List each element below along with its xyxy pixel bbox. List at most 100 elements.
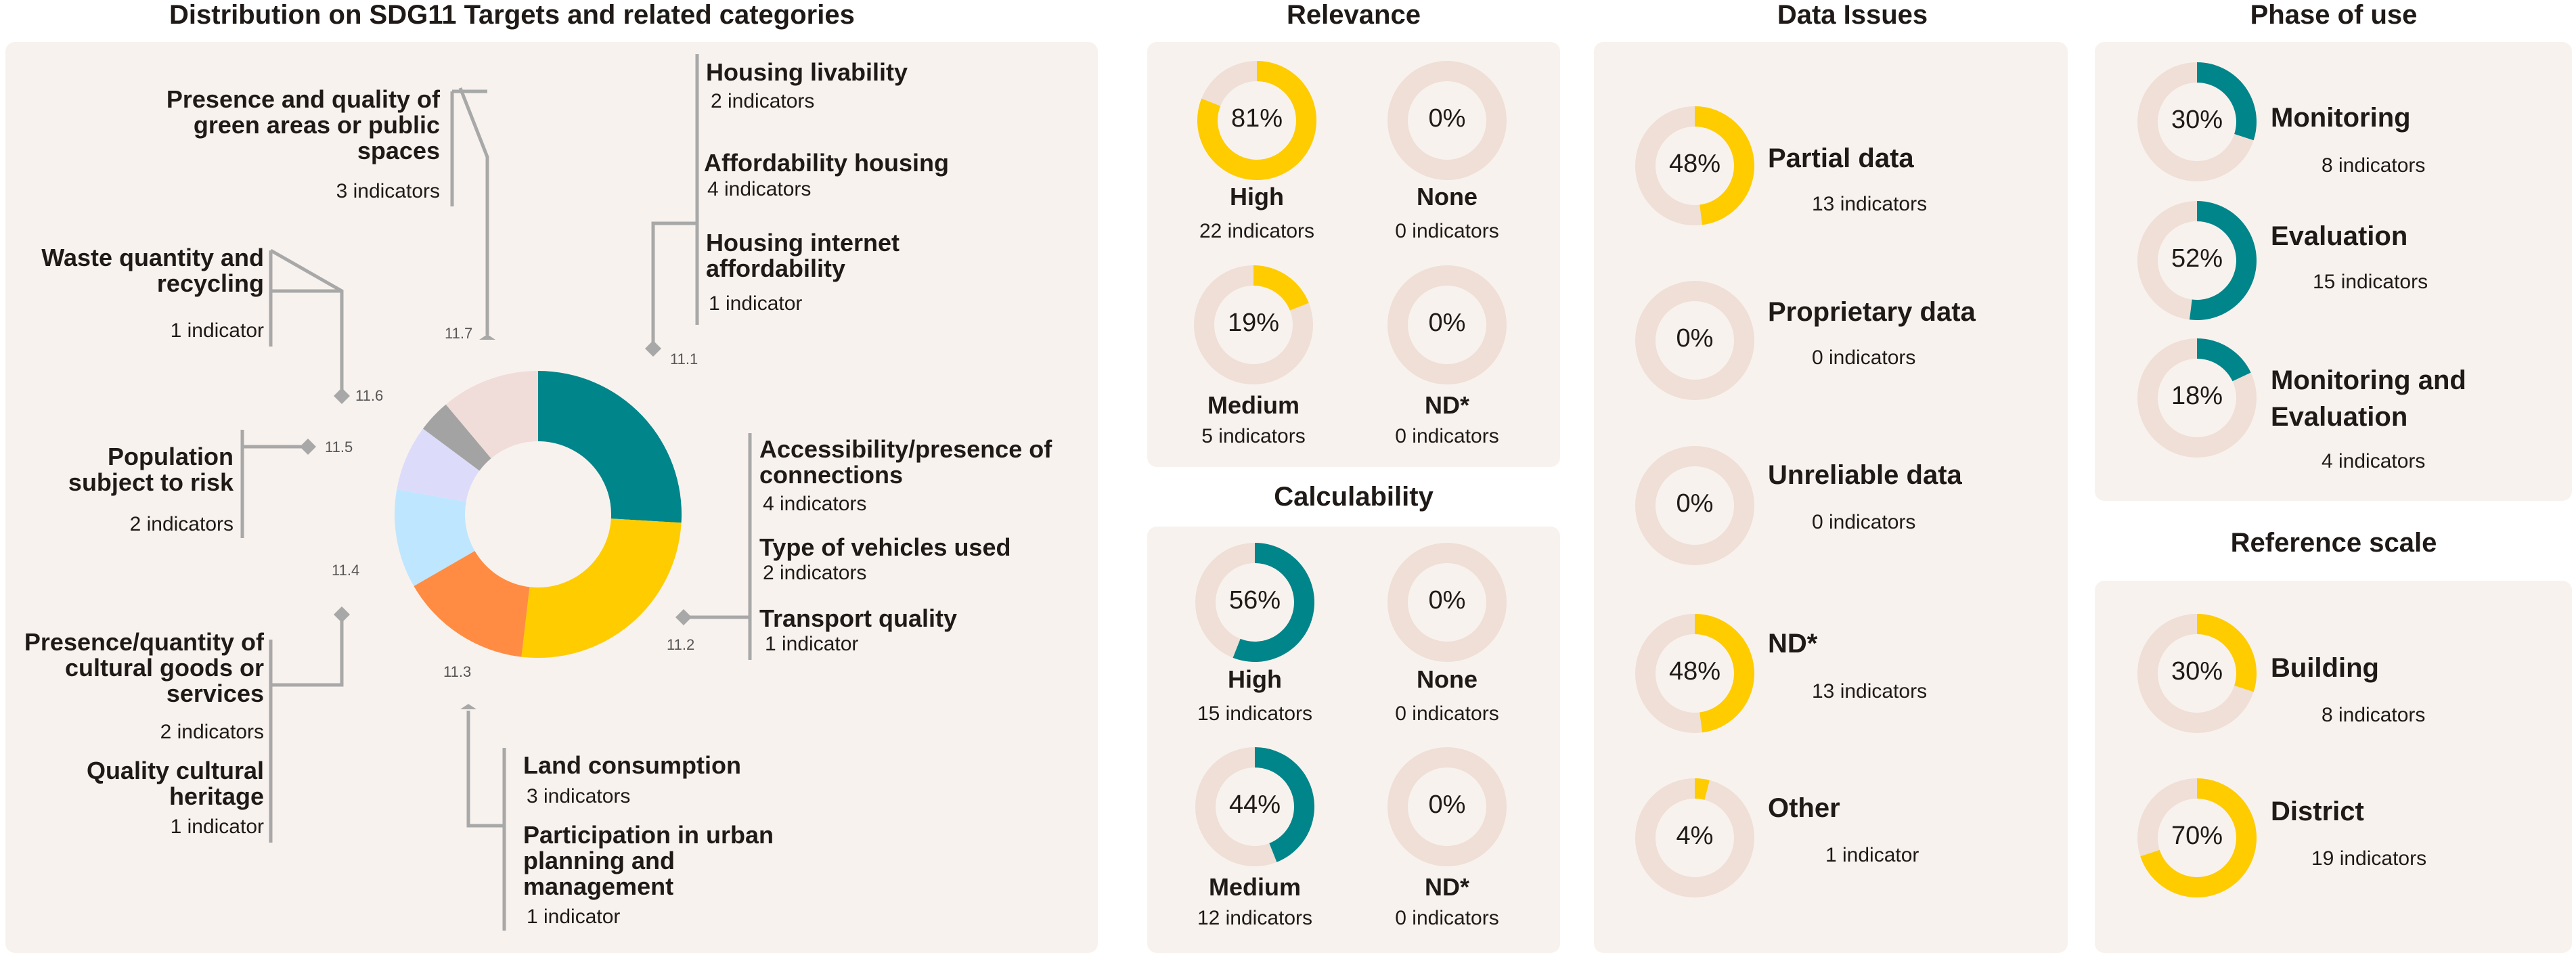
marker-11-3	[460, 704, 476, 709]
building-ring-arc	[2197, 614, 2257, 692]
cultural-heritage-label: Quality cultural heritage	[86, 757, 264, 810]
relevance-nd-ring-track	[1387, 265, 1507, 384]
transport-quality-label: Transport quality	[759, 604, 958, 632]
evaluation-pct: 52%	[2171, 244, 2223, 273]
participation-count: 1 indicator	[527, 906, 621, 928]
marker-11-6	[334, 388, 350, 404]
relevance-medium-label: Medium	[1207, 391, 1300, 419]
vehicles-label: Type of vehicles used	[759, 533, 1011, 561]
proprietary-count: 0 indicators	[1812, 347, 1916, 369]
district-ring-arc	[2140, 778, 2257, 897]
evaluation-ring-arc	[2189, 201, 2257, 320]
proprietary-data-ring-track	[1635, 281, 1754, 400]
target-11-7-label: 11.7	[445, 325, 473, 342]
partial-data-ring-arc	[1695, 106, 1755, 225]
relevance-none-pct: 0%	[1428, 104, 1466, 133]
population-risk-label: Population subject to risk	[68, 443, 234, 496]
sdg-slice-11-4	[395, 489, 475, 586]
relevance-nd-count: 0 indicators	[1395, 425, 1499, 447]
leader-11-1	[651, 221, 697, 349]
sdg-donut	[395, 371, 682, 659]
monitoring-ring-arc	[2197, 62, 2257, 141]
internet-count: 1 indicator	[709, 292, 803, 315]
relevance-high-label: High	[1230, 183, 1284, 210]
vehicles-count: 2 indicators	[763, 562, 867, 584]
leader-markers	[300, 334, 692, 709]
calculability-title: Calculability	[1274, 482, 1434, 512]
district-pct: 70%	[2171, 822, 2223, 850]
district-count: 19 indicators	[2311, 847, 2427, 870]
internet-label: Housing internet affordability	[706, 229, 900, 282]
evaluation-count: 15 indicators	[2313, 271, 2428, 293]
relevance-none-label: None	[1417, 183, 1478, 210]
sdg-slice-11-2	[521, 518, 682, 659]
partial-label: Partial data	[1768, 143, 1914, 173]
distribution-panel	[5, 42, 1098, 953]
leader-11-4	[271, 615, 344, 687]
accessibility-label: Accessibility/presence of connections	[759, 435, 1052, 489]
calculability-none-pct: 0%	[1428, 586, 1466, 615]
evaluation-label: Evaluation	[2271, 221, 2408, 251]
green-areas-count: 3 indicators	[336, 180, 440, 202]
partial-count: 13 indicators	[1812, 193, 1928, 215]
land-consumption-count: 3 indicators	[527, 785, 631, 807]
calculability-medium-label: Medium	[1208, 873, 1301, 901]
accessibility-count: 4 indicators	[763, 493, 867, 515]
affordability-count: 4 indicators	[707, 178, 812, 200]
affordability-label: Affordability housing	[704, 149, 949, 177]
mon-eval-label: Monitoring and Evaluation	[2271, 365, 2466, 432]
cultural-goods-label: Presence/quantity of cultural goods or s…	[24, 628, 264, 707]
nd-issue-pct: 48%	[1668, 657, 1721, 686]
sdg-slice-11-1	[538, 371, 682, 523]
calculability-none-count: 0 indicators	[1395, 703, 1499, 725]
building-pct: 30%	[2171, 657, 2223, 686]
leader-lines	[240, 54, 752, 931]
calculability-nd-ring-track	[1387, 747, 1507, 866]
monitoring-pct: 30%	[2171, 106, 2223, 134]
target-11-1-label: 11.1	[670, 351, 698, 368]
district-label: District	[2271, 797, 2364, 826]
partial-pct: 48%	[1668, 150, 1721, 178]
transport-quality-count: 1 indicator	[765, 633, 859, 655]
phase-of-use-panel	[2095, 42, 2572, 501]
monitoring-evaluation-ring-arc	[2197, 338, 2251, 382]
nd-issue-label: ND*	[1768, 629, 1818, 659]
marker-11-2	[675, 609, 692, 625]
waste-label: Waste quantity and recycling	[41, 244, 264, 297]
target-11-2-label: 11.2	[667, 636, 695, 653]
sdg-slice-11-3	[414, 551, 530, 657]
other-count: 1 indicator	[1825, 844, 1919, 866]
other-label: Other	[1768, 793, 1840, 823]
proprietary-pct: 0%	[1676, 324, 1714, 353]
calculability-high-label: High	[1228, 665, 1282, 693]
calculability-medium-pct: 44%	[1228, 791, 1281, 819]
distribution-title: Distribution on SDG11 Targets and relate…	[169, 0, 855, 30]
population-risk-count: 2 indicators	[129, 513, 234, 535]
relevance-high-pct: 81%	[1230, 104, 1283, 133]
relevance-nd-label: ND*	[1424, 391, 1469, 419]
leader-11-7	[458, 87, 489, 335]
marker-11-4	[334, 606, 350, 623]
building-count: 8 indicators	[2322, 704, 2426, 726]
mon-eval-count: 4 indicators	[2322, 450, 2426, 472]
calculability-none-ring-track	[1387, 543, 1507, 662]
monitoring-count: 8 indicators	[2322, 154, 2426, 177]
other-data-ring-arc	[1695, 778, 1710, 800]
waste-count: 1 indicator	[170, 319, 264, 342]
relevance-high-count: 22 indicators	[1199, 220, 1315, 242]
sdg-slice-11-7	[445, 371, 538, 459]
relevance-title: Relevance	[1287, 0, 1421, 30]
unreliable-data-ring-track	[1635, 446, 1754, 565]
participation-label: Participation in urban planning and mana…	[523, 821, 774, 900]
relevance-nd-pct: 0%	[1428, 309, 1466, 337]
relevance-none-count: 0 indicators	[1395, 220, 1499, 242]
unreliable-count: 0 indicators	[1812, 511, 1916, 533]
calculability-medium-count: 12 indicators	[1197, 907, 1313, 929]
calculability-high-count: 15 indicators	[1197, 703, 1313, 725]
reference-scale-title: Reference scale	[2230, 528, 2437, 558]
target-11-4-label: 11.4	[332, 562, 360, 579]
mon-eval-pct: 18%	[2171, 382, 2223, 410]
sdg-slice-11-6	[422, 404, 491, 471]
marker-11-7	[479, 334, 495, 340]
